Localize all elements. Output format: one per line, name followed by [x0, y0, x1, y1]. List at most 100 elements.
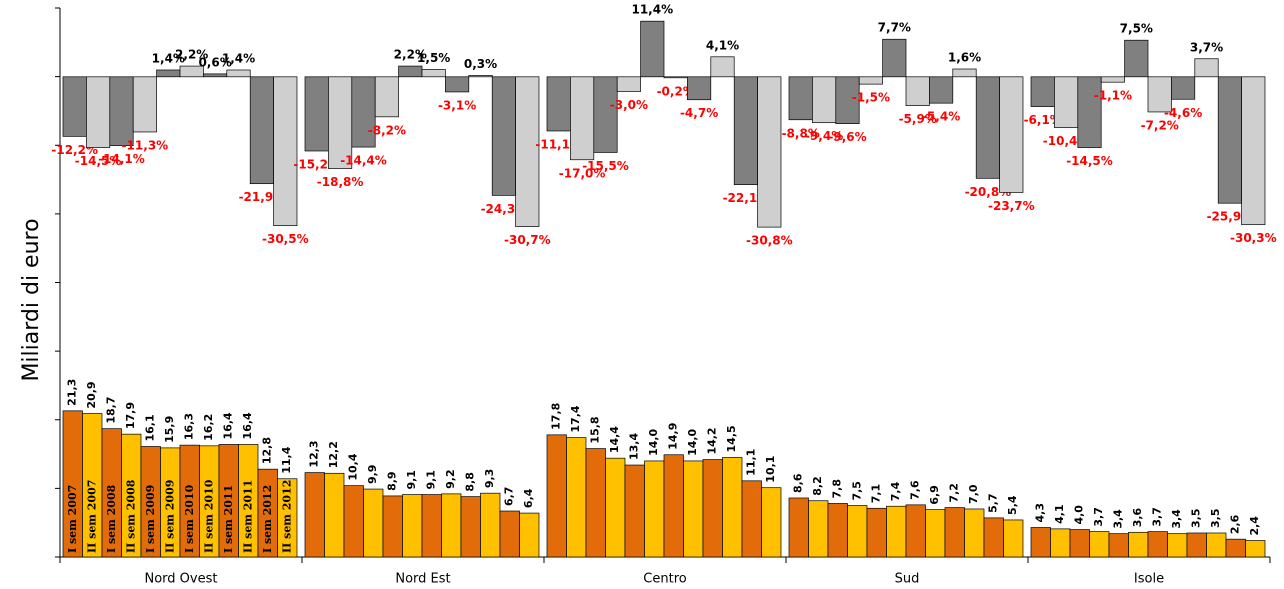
change-label: -9,4% — [805, 129, 843, 143]
value-label: 14,0 — [647, 428, 660, 455]
category-label: II sem 2007 — [85, 480, 98, 553]
change-bar — [203, 73, 228, 78]
value-label: 7,5 — [850, 481, 863, 501]
change-bar — [1171, 76, 1196, 100]
bar — [421, 494, 442, 558]
change-label: -17,0% — [559, 166, 606, 180]
change-label: -5,4% — [922, 110, 960, 124]
category-label: I sem 2010 — [183, 484, 196, 553]
change-label: 1,6% — [948, 51, 981, 65]
value-label: 9,1 — [405, 470, 418, 490]
change-label: 1,4% — [152, 51, 185, 65]
bar — [1089, 531, 1110, 558]
change-label: 2,2% — [394, 48, 427, 62]
category-label: I sem 2008 — [105, 484, 118, 553]
change-label: 4,1% — [706, 38, 739, 52]
change-bar — [273, 76, 298, 226]
change-bar — [640, 20, 665, 78]
value-label: 8,9 — [386, 471, 399, 491]
change-bar — [1100, 76, 1125, 83]
bar — [624, 464, 645, 558]
bar — [761, 487, 782, 558]
bar — [1030, 527, 1051, 558]
bar — [460, 496, 481, 558]
bar — [1225, 538, 1246, 558]
bar — [683, 460, 704, 558]
value-label: 8,6 — [792, 473, 805, 493]
change-label: -1,1% — [1094, 89, 1132, 103]
bar — [343, 485, 364, 558]
change-label: -30,3% — [1230, 231, 1277, 245]
change-bar — [132, 76, 157, 133]
value-label: 12,2 — [327, 441, 340, 468]
change-bar — [663, 76, 688, 79]
value-label: 14,4 — [608, 426, 621, 453]
value-label: 6,9 — [928, 485, 941, 505]
change-bar — [858, 76, 883, 85]
change-bar — [788, 76, 813, 121]
change-label: -14,5% — [75, 154, 122, 168]
change-label: -6,1% — [1024, 113, 1062, 127]
bar — [1147, 531, 1168, 558]
bar — [905, 504, 926, 558]
bar — [499, 510, 520, 558]
bar — [277, 478, 298, 558]
value-label: 12,3 — [308, 440, 321, 467]
bar — [1003, 519, 1024, 558]
change-label: -8,2% — [368, 123, 406, 137]
change-label: -4,6% — [1164, 106, 1202, 120]
value-label: 20,9 — [85, 381, 98, 408]
change-bar — [546, 76, 571, 132]
bar — [964, 508, 985, 558]
bar — [441, 493, 462, 558]
value-label: 11,1 — [745, 449, 758, 476]
change-bar — [570, 76, 595, 161]
change-bar — [1194, 58, 1219, 78]
change-bar — [905, 76, 930, 106]
change-label: -7,2% — [1141, 118, 1179, 132]
value-label: 14,0 — [686, 428, 699, 455]
category-label: II sem 2010 — [202, 479, 215, 553]
change-label: -5,9% — [899, 112, 937, 126]
category-label: I sem 2012 — [261, 485, 274, 553]
value-label: 21,3 — [66, 379, 79, 406]
category-label: II sem 2011 — [241, 480, 254, 553]
change-bar — [710, 56, 735, 78]
value-label: 7,6 — [909, 480, 922, 500]
change-label: -30,8% — [746, 234, 793, 248]
value-label: 7,8 — [831, 479, 844, 499]
bar — [808, 500, 829, 558]
value-label: 12,8 — [261, 437, 274, 464]
bar — [983, 517, 1004, 558]
value-label: 6,4 — [522, 488, 535, 508]
value-label: 3,5 — [1209, 508, 1222, 528]
change-bar — [1217, 76, 1242, 204]
bar — [1167, 533, 1188, 558]
category-label: II sem 2008 — [124, 479, 137, 553]
change-bar — [593, 76, 618, 153]
change-bar — [1030, 76, 1055, 107]
bar — [1186, 532, 1207, 558]
bar — [1069, 529, 1090, 558]
change-bar — [398, 65, 423, 78]
value-label: 10,1 — [764, 456, 777, 483]
value-label: 16,4 — [222, 412, 235, 439]
bar — [925, 509, 946, 558]
bar — [886, 505, 907, 558]
bar — [363, 488, 384, 558]
bar — [866, 507, 887, 558]
change-bar — [374, 76, 399, 118]
change-bar — [421, 69, 446, 78]
change-label: -9,6% — [828, 130, 866, 144]
value-label: 11,4 — [280, 446, 293, 473]
change-bar — [975, 76, 1000, 179]
group-label: Sud — [895, 572, 920, 587]
value-label: 16,1 — [144, 414, 157, 441]
value-label: 16,3 — [183, 413, 196, 440]
change-bar — [929, 76, 954, 104]
value-label: 9,1 — [425, 470, 438, 490]
value-label: 6,7 — [503, 487, 516, 507]
value-label: 7,4 — [889, 481, 902, 501]
change-bar — [1054, 76, 1079, 128]
category-label: II sem 2012 — [280, 480, 293, 553]
